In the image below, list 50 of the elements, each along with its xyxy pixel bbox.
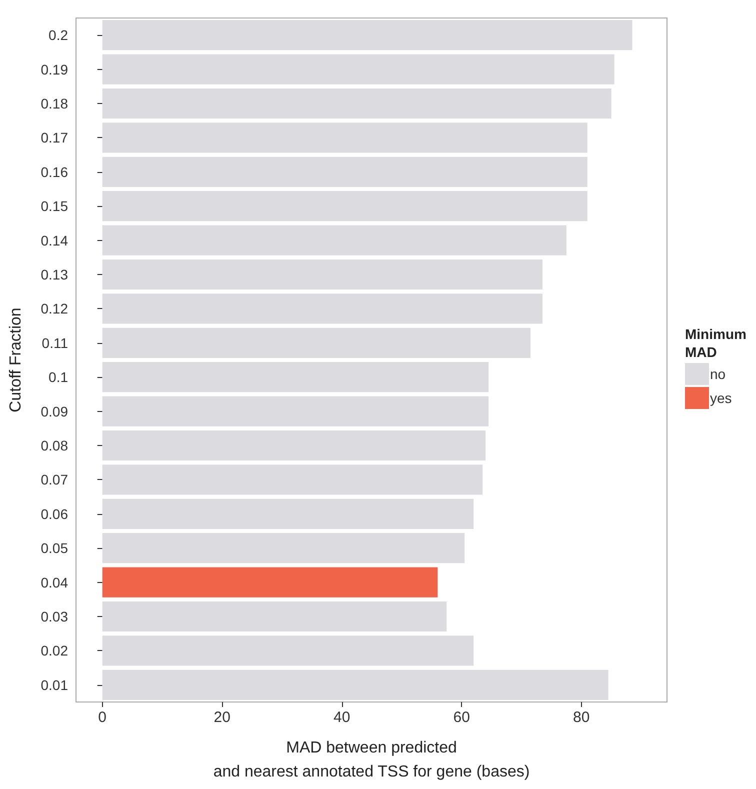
y-tick-label: 0.03 (40, 608, 68, 624)
y-tick-label: 0.08 (40, 438, 68, 454)
y-tick-label: 0.18 (40, 96, 68, 112)
y-tick-label: 0.05 (40, 540, 68, 556)
x-tick-label: 40 (334, 709, 350, 726)
bar (102, 225, 566, 256)
bar (102, 430, 486, 461)
bar (102, 122, 588, 153)
bar (102, 567, 438, 598)
y-tick-label: 0.13 (40, 266, 68, 282)
y-tick-label: 0.04 (40, 574, 68, 590)
y-tick-label: 0.06 (40, 506, 68, 522)
y-tick-label: 0.07 (40, 472, 68, 488)
x-axis-title: MAD between predicted and nearest annotated TSS for gene (bases) (213, 740, 530, 780)
bar (102, 294, 542, 324)
x-tick-label: 80 (573, 709, 590, 726)
y-tick-label: 0.1 (48, 369, 68, 386)
bar (102, 259, 542, 290)
bar (102, 88, 612, 119)
y-tick-label: 0.15 (40, 198, 68, 214)
x-tick-label: 60 (453, 709, 470, 726)
bar (102, 533, 465, 564)
bar (102, 328, 530, 358)
legend-title: Minimum MAD (685, 326, 746, 360)
y-tick-label: 0.16 (40, 164, 68, 180)
y-tick-label: 0.11 (42, 334, 68, 351)
y-tick-label: 0.14 (40, 232, 68, 248)
y-tick-label: 0.09 (40, 403, 68, 420)
y-tick-label: 0.02 (40, 642, 68, 659)
bar (102, 156, 588, 187)
x-tick-label: 20 (214, 709, 230, 726)
bar (102, 670, 608, 700)
bar (102, 362, 489, 392)
bar (102, 601, 447, 632)
y-tick-label: 0.17 (40, 130, 68, 146)
y-axis-title: Cutoff Fraction (8, 308, 24, 412)
y-tick-label: 0.19 (40, 61, 68, 78)
bar (102, 54, 614, 84)
bar (102, 191, 588, 222)
bar (102, 464, 483, 495)
y-tick-label: 0.01 (40, 676, 68, 693)
bar (102, 636, 474, 666)
y-tick-label: 0.12 (40, 300, 68, 317)
bar (102, 20, 632, 50)
x-tick-label: 0 (98, 709, 107, 726)
legend-label: yes (710, 390, 732, 406)
y-tick-label: 0.2 (48, 27, 68, 44)
bar (102, 498, 474, 529)
bar (102, 396, 489, 426)
legend-label: no (710, 366, 726, 382)
